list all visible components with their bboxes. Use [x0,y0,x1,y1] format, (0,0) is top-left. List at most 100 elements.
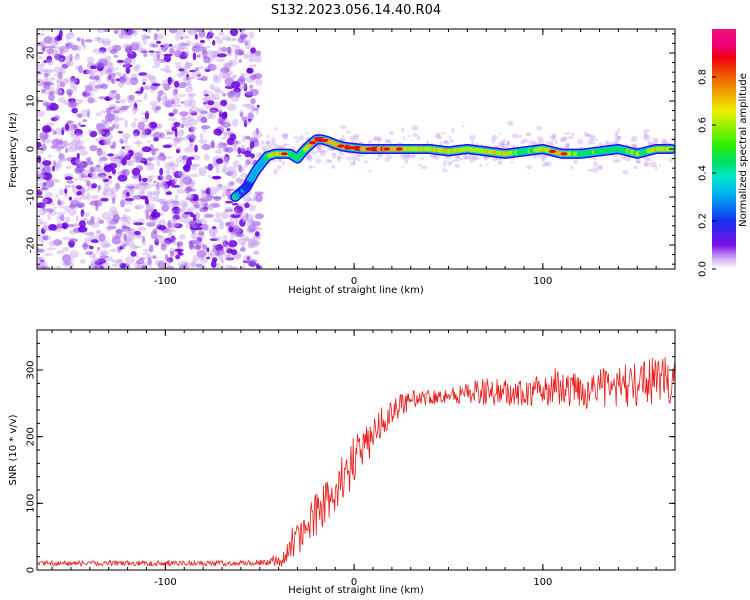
noise-blob [170,200,180,204]
noise-blob [597,166,602,170]
noise-blob [102,178,109,183]
noise-blob [124,119,129,128]
noise-blob [510,144,515,148]
noise-blob [331,152,337,159]
ridge-peak [347,146,355,150]
noise-blob [153,32,158,41]
noise-blob [158,198,168,205]
noise-blob [101,211,112,220]
noise-blob [191,45,202,53]
noise-blob [88,129,93,133]
noise-blob [221,211,229,220]
noise-blob [222,240,229,247]
noise-blob [85,84,94,92]
noise-blob [177,41,187,50]
noise-blob [177,94,186,98]
noise-blob [65,60,72,66]
noise-blob [420,165,427,170]
noise-blob [147,140,151,144]
noise-blob [246,238,256,242]
noise-blob [73,196,82,203]
noise-blob [199,133,204,140]
noise-blob [41,266,51,269]
noise-blob [54,144,63,151]
noise-blob [136,265,142,269]
noise-blob [152,232,159,240]
colorbar-gradient [712,29,736,269]
noise-blob [48,36,56,40]
noise-blob [179,42,189,47]
noise-blob [385,140,391,144]
noise-blob [588,137,594,144]
noise-blob [241,241,246,249]
noise-blob [251,240,259,246]
noise-blob [42,224,48,232]
noise-blob [128,104,133,108]
noise-blob [108,106,116,110]
noise-blob [613,160,619,163]
noise-blob [168,112,175,117]
noise-blob [187,76,196,80]
noise-blob [182,35,190,39]
noise-blob [411,153,416,158]
colorbar-label: Normalized spectral amplitude [738,73,749,227]
noise-blob [606,142,614,146]
noise-blob [228,226,234,233]
noise-blob [74,223,80,227]
noise-blob [40,184,47,192]
noise-blob [200,257,208,264]
noise-blob [145,254,155,260]
noise-blob [244,42,252,50]
noise-blob [164,237,173,245]
noise-blob [162,144,172,149]
noise-blob [389,131,395,135]
noise-blob [127,160,135,167]
noise-blob [238,215,246,219]
noise-blob [145,124,151,130]
noise-blob [224,154,230,163]
noise-blob [65,32,75,40]
noise-blob [261,145,268,152]
noise-blob [87,172,93,178]
noise-blob [144,161,148,166]
noise-blob [118,149,125,157]
noise-blob [80,109,90,117]
noise-blob [64,141,68,147]
noise-blob [295,140,300,143]
noise-blob [122,225,129,229]
noise-blob [130,42,140,51]
noise-blob [222,190,227,197]
noise-blob [130,150,134,156]
noise-blob [542,161,549,166]
noise-blob [58,153,65,160]
noise-blob [445,156,453,159]
noise-blob [133,141,143,145]
noise-blob [64,185,70,188]
noise-blob [156,158,161,167]
noise-blob [240,144,245,152]
noise-blob [140,35,147,41]
snr-trace [37,356,675,568]
noise-blob [212,74,219,81]
noise-blob [65,257,74,262]
noise-blob [69,54,73,62]
noise-blob [146,191,153,198]
ridge-peak [560,152,568,156]
noise-blob [116,59,125,63]
noise-blob [195,212,200,221]
noise-blob [95,249,100,253]
colorbar-ticks: 0.0 0.2 0.4 0.6 0.8 [698,69,716,277]
noise-blob [46,55,53,63]
noise-blob [506,140,510,146]
noise-blob [255,194,263,203]
noise-blob [221,122,232,128]
noise-blob [148,175,153,183]
noise-blob [482,155,488,161]
noise-blob [541,159,545,162]
noise-blob [123,208,132,213]
noise-blob [162,99,168,107]
noise-blob [510,161,514,164]
noise-blob [245,213,254,220]
noise-blob [37,102,40,106]
noise-blob [224,62,231,69]
